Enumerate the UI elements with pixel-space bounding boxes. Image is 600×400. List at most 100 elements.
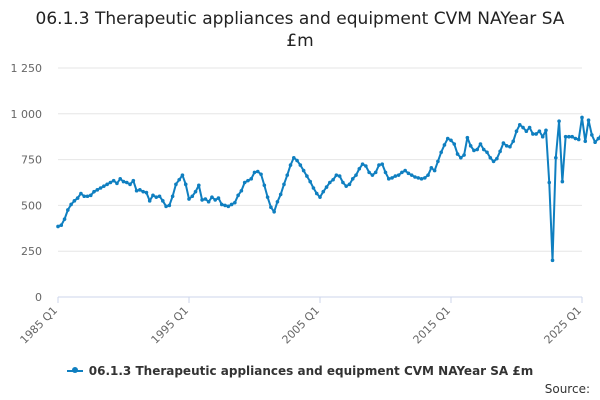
data-point[interactable] — [128, 182, 132, 187]
data-point[interactable] — [183, 182, 188, 187]
data-point[interactable] — [354, 173, 358, 177]
data-point[interactable] — [249, 177, 254, 181]
data-point[interactable] — [563, 134, 568, 139]
data-point[interactable] — [442, 143, 447, 147]
data-point[interactable] — [576, 137, 581, 142]
data-point[interactable] — [364, 164, 368, 168]
data-point[interactable] — [416, 176, 421, 180]
data-point[interactable] — [550, 258, 555, 263]
data-point[interactable] — [108, 180, 113, 185]
data-point[interactable] — [111, 178, 116, 183]
data-point[interactable] — [115, 181, 119, 186]
data-point[interactable] — [478, 142, 483, 146]
data-point[interactable] — [481, 147, 486, 152]
data-point[interactable] — [246, 178, 250, 183]
data-point[interactable] — [134, 188, 139, 193]
data-point[interactable] — [88, 193, 93, 198]
data-point[interactable] — [498, 149, 502, 154]
data-point[interactable] — [236, 193, 240, 198]
data-point[interactable] — [66, 208, 70, 212]
data-point[interactable] — [593, 140, 597, 144]
data-point[interactable] — [124, 180, 129, 185]
data-point[interactable] — [419, 177, 424, 181]
data-point[interactable] — [98, 186, 103, 190]
data-point[interactable] — [206, 199, 211, 204]
data-point[interactable] — [409, 173, 414, 177]
data-point[interactable] — [105, 182, 109, 187]
data-point[interactable] — [308, 179, 312, 184]
data-point[interactable] — [164, 204, 168, 209]
data-point[interactable] — [102, 184, 106, 188]
data-point[interactable] — [72, 199, 77, 203]
data-point[interactable] — [508, 144, 512, 149]
data-point[interactable] — [334, 173, 339, 177]
data-point[interactable] — [403, 168, 407, 173]
data-point[interactable] — [373, 170, 378, 175]
data-point[interactable] — [386, 177, 391, 181]
data-point[interactable] — [393, 174, 398, 178]
data-point[interactable] — [318, 195, 322, 199]
data-point[interactable] — [314, 191, 319, 196]
data-point[interactable] — [252, 170, 257, 175]
data-point[interactable] — [436, 159, 440, 164]
data-point[interactable] — [531, 132, 535, 136]
data-point[interactable] — [180, 173, 185, 177]
data-point[interactable] — [288, 163, 293, 167]
data-point[interactable] — [432, 168, 437, 173]
data-point[interactable] — [514, 129, 519, 133]
data-point[interactable] — [141, 189, 145, 194]
data-point[interactable] — [331, 177, 335, 182]
data-point[interactable] — [580, 115, 584, 120]
data-point[interactable] — [459, 155, 463, 160]
data-point[interactable] — [138, 188, 142, 192]
data-point[interactable] — [161, 199, 165, 203]
data-point[interactable] — [557, 119, 561, 123]
data-point[interactable] — [62, 217, 67, 221]
data-point[interactable] — [85, 194, 90, 199]
data-point[interactable] — [118, 177, 123, 181]
data-point[interactable] — [298, 163, 303, 167]
data-point[interactable] — [380, 162, 385, 166]
data-point[interactable] — [423, 176, 427, 180]
data-point[interactable] — [282, 182, 286, 187]
data-point[interactable] — [324, 185, 329, 189]
data-point[interactable] — [445, 136, 450, 141]
data-point[interactable] — [75, 196, 80, 200]
data-point[interactable] — [426, 173, 430, 177]
data-point[interactable] — [537, 129, 542, 133]
data-point[interactable] — [511, 139, 516, 144]
data-point[interactable] — [193, 189, 198, 194]
data-point[interactable] — [131, 178, 136, 183]
data-point[interactable] — [347, 182, 352, 187]
data-point[interactable] — [504, 144, 509, 148]
data-point[interactable] — [311, 186, 316, 190]
data-point[interactable] — [468, 144, 473, 148]
data-point[interactable] — [370, 173, 375, 177]
data-point[interactable] — [540, 134, 545, 139]
data-point[interactable] — [455, 152, 460, 156]
data-point[interactable] — [269, 205, 273, 210]
data-point[interactable] — [170, 194, 175, 199]
legend[interactable]: 06.1.3 Therapeutic appliances and equipm… — [60, 364, 540, 378]
data-point[interactable] — [465, 135, 470, 140]
data-point[interactable] — [226, 204, 231, 209]
data-point[interactable] — [79, 191, 83, 196]
data-point[interactable] — [429, 166, 434, 170]
data-point[interactable] — [439, 150, 443, 155]
data-point[interactable] — [596, 136, 600, 141]
data-point[interactable] — [413, 175, 417, 179]
data-point[interactable] — [121, 179, 126, 184]
data-point[interactable] — [341, 180, 345, 185]
data-point[interactable] — [527, 125, 532, 130]
data-point[interactable] — [406, 171, 411, 176]
data-point[interactable] — [278, 192, 283, 197]
data-point[interactable] — [154, 195, 159, 199]
data-point[interactable] — [285, 173, 290, 177]
data-point[interactable] — [390, 176, 394, 180]
data-point[interactable] — [567, 134, 571, 139]
data-point[interactable] — [586, 118, 591, 123]
data-point[interactable] — [157, 194, 162, 199]
data-point[interactable] — [59, 223, 64, 227]
data-point[interactable] — [147, 199, 152, 203]
data-point[interactable] — [452, 142, 457, 146]
